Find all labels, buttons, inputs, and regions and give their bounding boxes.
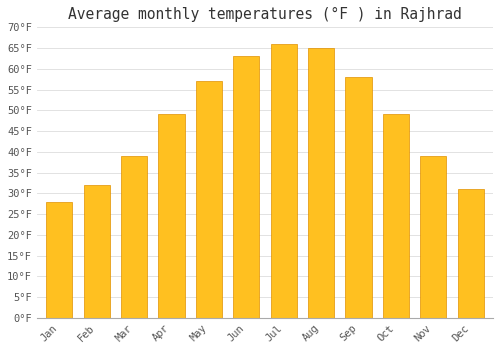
Bar	[46, 202, 72, 318]
Bar	[308, 48, 334, 318]
Bar	[196, 81, 222, 318]
Bar	[158, 114, 184, 318]
Bar	[346, 77, 372, 318]
Title: Average monthly temperatures (°F ) in Rajhrad: Average monthly temperatures (°F ) in Ra…	[68, 7, 462, 22]
Bar	[458, 189, 483, 318]
Bar	[121, 156, 147, 318]
Bar	[270, 44, 296, 318]
Bar	[420, 156, 446, 318]
Bar	[84, 185, 110, 318]
Bar	[382, 114, 409, 318]
Bar	[233, 56, 260, 318]
